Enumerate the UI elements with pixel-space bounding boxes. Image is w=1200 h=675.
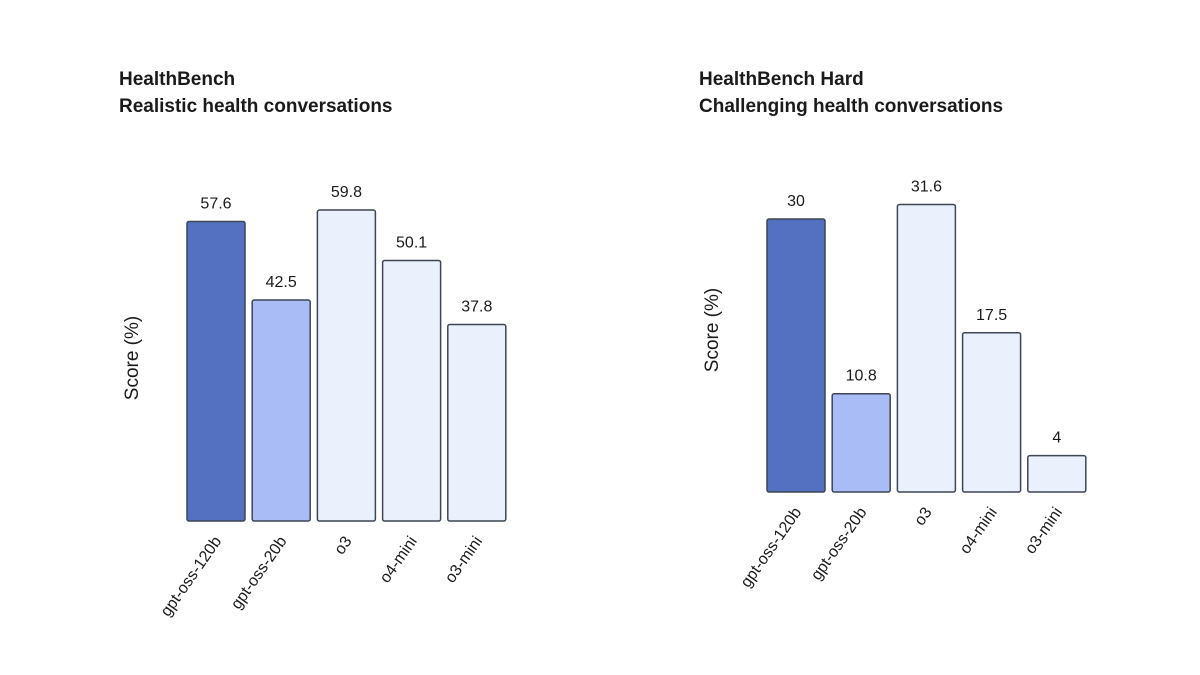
bar-gpt-oss-120b bbox=[766, 218, 826, 493]
bar-gpt-oss-20b bbox=[251, 299, 311, 522]
bar-value-label: 17.5 bbox=[976, 307, 1007, 324]
x-tick-label: o3 bbox=[912, 504, 936, 528]
y-axis-label: Score (%) bbox=[122, 316, 143, 400]
bar-value-label: 57.6 bbox=[200, 195, 231, 212]
x-tick-label: gpt-oss-20b bbox=[808, 504, 870, 583]
x-tick-label: o4-mini bbox=[957, 505, 1001, 558]
healthbench-hard-chart: HealthBench Hard Challenging health conv… bbox=[580, 0, 1180, 675]
x-tick-label: gpt-oss-120b bbox=[158, 533, 226, 619]
bar-o3 bbox=[316, 209, 377, 522]
bar-o3-mini bbox=[447, 323, 507, 522]
bar-value-label: 4 bbox=[1052, 430, 1061, 447]
chart-title-block: HealthBench Realistic health conversatio… bbox=[119, 66, 393, 120]
bar-gpt-oss-20b bbox=[831, 392, 891, 493]
bar-o3 bbox=[896, 203, 957, 493]
bar-o4-mini bbox=[961, 332, 1022, 493]
bar-gpt-oss-120b bbox=[186, 220, 246, 522]
chart-title: HealthBench Hard bbox=[699, 69, 864, 90]
x-tick-label: o3-mini bbox=[442, 534, 486, 587]
chart-subtitle: Realistic health conversations bbox=[119, 96, 393, 117]
x-tick-label: o4-mini bbox=[377, 534, 421, 587]
chart-subtitle: Challenging health conversations bbox=[699, 96, 1004, 117]
chart-plot: Score (%) 30 gpt-oss-120b 10.8 gpt-oss-20b 31… bbox=[702, 178, 1087, 591]
x-tick-label: gpt-oss-20b bbox=[228, 533, 290, 612]
bar-o4-mini bbox=[381, 259, 442, 522]
chart-title: HealthBench bbox=[119, 69, 236, 90]
chart-title-block: HealthBench Hard Challenging health conv… bbox=[699, 66, 1003, 120]
y-axis-label: Score (%) bbox=[702, 288, 723, 372]
bar-o3-mini bbox=[1027, 454, 1087, 493]
bar-value-label: 42.5 bbox=[266, 274, 297, 291]
bar-value-label: 30 bbox=[787, 193, 805, 210]
bar-value-label: 50.1 bbox=[396, 234, 427, 251]
x-tick-label: o3-mini bbox=[1022, 505, 1066, 558]
bar-value-label: 37.8 bbox=[461, 298, 492, 315]
x-tick-label: o3 bbox=[332, 533, 356, 557]
bar-value-label: 59.8 bbox=[331, 184, 362, 201]
bar-value-label: 31.6 bbox=[911, 178, 942, 195]
bar-value-label: 10.8 bbox=[846, 368, 877, 385]
chart-plot: Score (%) 57.6 gpt-oss-120b 42.5 gpt-oss-20b… bbox=[122, 184, 507, 620]
x-tick-label: gpt-oss-120b bbox=[738, 504, 806, 590]
healthbench-chart: HealthBench Realistic health conversatio… bbox=[119, 66, 507, 620]
